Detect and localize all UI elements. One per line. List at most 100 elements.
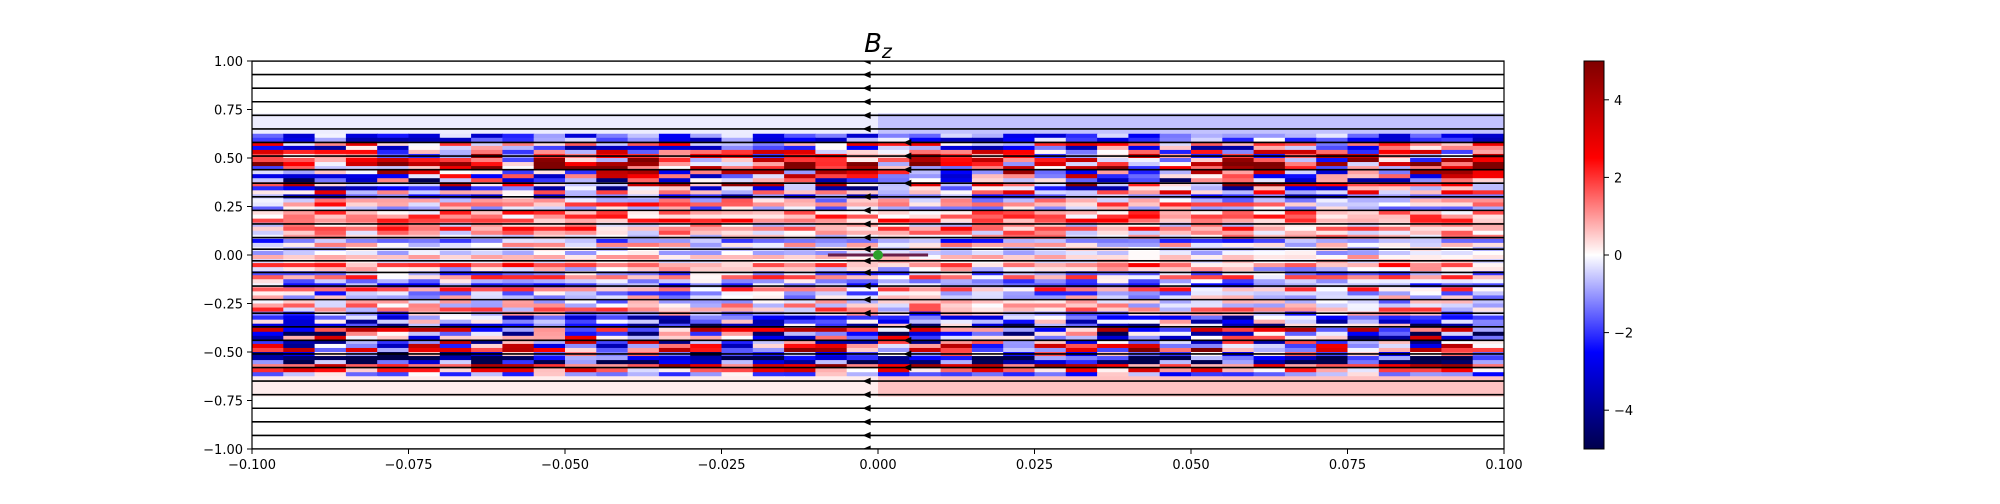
heatmap-cell	[471, 335, 503, 341]
heatmap-cell	[283, 364, 316, 369]
heatmap-cell	[345, 238, 378, 244]
heatmap-cell	[408, 436, 441, 442]
heatmap-cell	[471, 255, 503, 260]
heatmap-cell	[471, 117, 503, 123]
heatmap-cell	[658, 335, 691, 341]
heatmap-cell	[752, 327, 785, 333]
heatmap-cell	[627, 424, 660, 430]
heatmap-cell	[1159, 368, 1192, 373]
heatmap-cell	[909, 73, 942, 78]
heatmap-cell	[533, 279, 566, 284]
heatmap-cell	[784, 214, 816, 220]
heatmap-cell	[627, 101, 660, 107]
heatmap-cell	[408, 384, 441, 389]
heatmap-cell	[1065, 218, 1098, 224]
heatmap-cell	[565, 400, 597, 406]
heatmap-cell	[752, 162, 785, 167]
heatmap-cell	[252, 404, 284, 410]
heatmap-cell	[596, 343, 629, 349]
heatmap-cell	[721, 141, 754, 147]
heatmap-cell	[1284, 303, 1317, 309]
heatmap-cell	[1378, 73, 1411, 78]
heatmap-cell	[533, 271, 566, 276]
heatmap-cell	[971, 250, 1004, 256]
heatmap-cell	[1128, 121, 1161, 127]
heatmap-cell	[565, 396, 597, 402]
heatmap-cell	[1159, 327, 1192, 333]
heatmap-cell	[1253, 335, 1286, 341]
heatmap-cell	[1003, 242, 1036, 248]
heatmap-cell	[940, 133, 973, 139]
heatmap-cell	[1097, 149, 1129, 155]
heatmap-cell	[502, 149, 535, 155]
heatmap-cell	[1034, 319, 1067, 325]
heatmap-cell	[1191, 400, 1223, 406]
heatmap-cell	[1378, 210, 1411, 216]
heatmap-cell	[658, 295, 691, 301]
heatmap-cell	[408, 190, 441, 195]
heatmap-cell	[1253, 65, 1286, 70]
heatmap-cell	[658, 230, 691, 236]
heatmap-cell	[1284, 307, 1317, 313]
heatmap-cell	[752, 271, 785, 276]
heatmap-cell	[721, 267, 754, 272]
heatmap-cell	[971, 287, 1004, 292]
heatmap-cell	[502, 400, 535, 406]
heatmap-cell	[252, 69, 284, 74]
heatmap-cell	[1034, 335, 1067, 341]
heatmap-cell	[1034, 93, 1067, 98]
heatmap-cell	[252, 303, 284, 309]
heatmap-cell	[1191, 360, 1223, 365]
heatmap-cell	[439, 186, 472, 191]
heatmap-cell	[1065, 295, 1098, 301]
heatmap-cell	[408, 73, 441, 78]
heatmap-cell	[1159, 121, 1192, 127]
heatmap-cell	[283, 339, 316, 345]
heatmap-cell	[909, 267, 942, 272]
heatmap-cell	[971, 384, 1004, 389]
heatmap-cell	[846, 295, 879, 301]
heatmap-cell	[878, 242, 910, 248]
heatmap-cell	[533, 388, 566, 394]
heatmap-cell	[1034, 174, 1067, 179]
heatmap-cell	[502, 319, 535, 325]
heatmap-cell	[596, 331, 629, 337]
heatmap-cell	[627, 319, 660, 325]
heatmap-cell	[971, 190, 1004, 195]
heatmap-cell	[909, 436, 942, 442]
heatmap-cell	[533, 335, 566, 341]
heatmap-cell	[314, 299, 347, 305]
heatmap-cell	[1159, 125, 1192, 131]
heatmap-cell	[1347, 428, 1380, 434]
heatmap-cell	[1441, 295, 1474, 301]
heatmap-cell	[1003, 141, 1036, 147]
heatmap-cell	[596, 319, 629, 325]
heatmap-cell	[1378, 238, 1411, 244]
heatmap-cell	[1441, 133, 1474, 139]
heatmap-cell	[721, 408, 754, 414]
heatmap-cell	[283, 206, 316, 212]
heatmap-cell	[1378, 303, 1411, 309]
heatmap-cell	[596, 89, 629, 94]
heatmap-cell	[252, 299, 284, 305]
heatmap-cell	[1097, 376, 1129, 381]
heatmap-cell	[1159, 279, 1192, 284]
heatmap-cell	[1316, 77, 1349, 82]
heatmap-cell	[784, 206, 816, 212]
heatmap-cell	[690, 190, 723, 195]
heatmap-cell	[784, 77, 816, 82]
heatmap-cell	[1159, 250, 1192, 256]
heatmap-cell	[471, 145, 503, 151]
heatmap-cell	[1316, 166, 1349, 171]
heatmap-cell	[627, 69, 660, 74]
heatmap-cell	[439, 404, 472, 410]
heatmap-cell	[846, 149, 879, 155]
heatmap-cell	[1097, 210, 1129, 216]
heatmap-cell	[1410, 444, 1442, 449]
heatmap-cell	[1316, 263, 1349, 268]
heatmap-cell	[314, 210, 347, 216]
heatmap-cell	[690, 255, 723, 260]
heatmap-cell	[596, 97, 629, 103]
heatmap-cell	[909, 339, 942, 345]
heatmap-cell	[815, 206, 848, 212]
